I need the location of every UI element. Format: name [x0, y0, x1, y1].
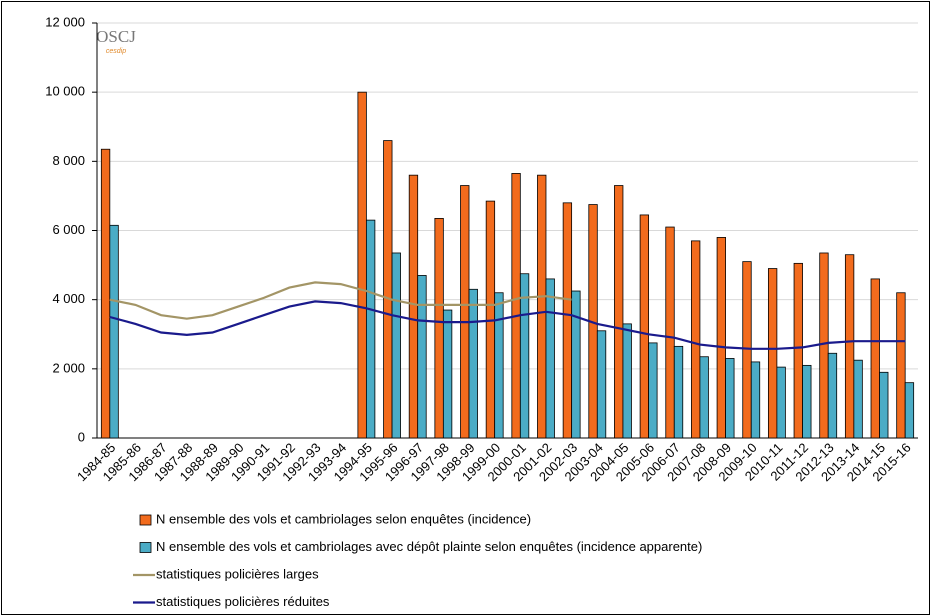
bar [699, 356, 709, 439]
bar [417, 275, 427, 439]
bar [844, 254, 855, 439]
bar [639, 214, 650, 439]
bar [793, 262, 803, 439]
bar [725, 358, 735, 439]
bar [357, 91, 367, 439]
bar [442, 309, 453, 439]
y-tick-label: 10 000 [45, 84, 85, 99]
bar [383, 140, 393, 439]
bar [648, 342, 658, 439]
bar [827, 352, 838, 439]
bar [494, 292, 504, 439]
line [109, 300, 906, 350]
bar [468, 288, 478, 439]
bar [511, 173, 521, 439]
legend-swatch [139, 514, 152, 526]
y-tick-label: 6 000 [52, 222, 85, 237]
bar [665, 226, 675, 439]
logo: OSCJ [96, 27, 136, 46]
legend-swatch [139, 542, 152, 553]
bar [870, 278, 880, 439]
bar [819, 252, 829, 439]
bar [853, 359, 863, 439]
bar [460, 185, 470, 439]
bar [519, 273, 530, 439]
bar [408, 174, 419, 439]
y-tick-label: 8 000 [52, 153, 85, 168]
bar [716, 237, 726, 439]
bar [767, 268, 778, 439]
bar [365, 219, 376, 439]
legend-label: statistiques policières larges [156, 566, 319, 581]
bar [896, 292, 906, 439]
bar [802, 364, 812, 439]
bar [596, 330, 607, 439]
bar [904, 382, 915, 439]
bar [750, 361, 761, 439]
bar [673, 345, 684, 439]
y-tick-label: 12 000 [45, 14, 85, 29]
bar [622, 323, 632, 439]
bar [776, 366, 786, 439]
bar [391, 252, 401, 439]
logo-sub: cesdip [106, 48, 126, 55]
bar [109, 224, 119, 439]
bar [614, 185, 624, 439]
y-tick-label: 2 000 [52, 360, 85, 375]
legend-label: statistiques policières réduites [156, 594, 330, 609]
bar [100, 148, 111, 439]
bar [537, 174, 547, 439]
bar [691, 240, 701, 439]
bar [434, 217, 444, 439]
bar [879, 371, 889, 439]
y-tick-label: 0 [78, 429, 85, 444]
legend-label: N ensemble des vols et cambriolages avec… [156, 539, 702, 554]
bar [562, 202, 573, 439]
bar [545, 278, 555, 439]
legend-label: N ensemble des vols et cambriolages selo… [156, 511, 531, 526]
line [109, 281, 572, 320]
y-tick-label: 4 000 [52, 291, 85, 306]
bar [571, 290, 581, 439]
